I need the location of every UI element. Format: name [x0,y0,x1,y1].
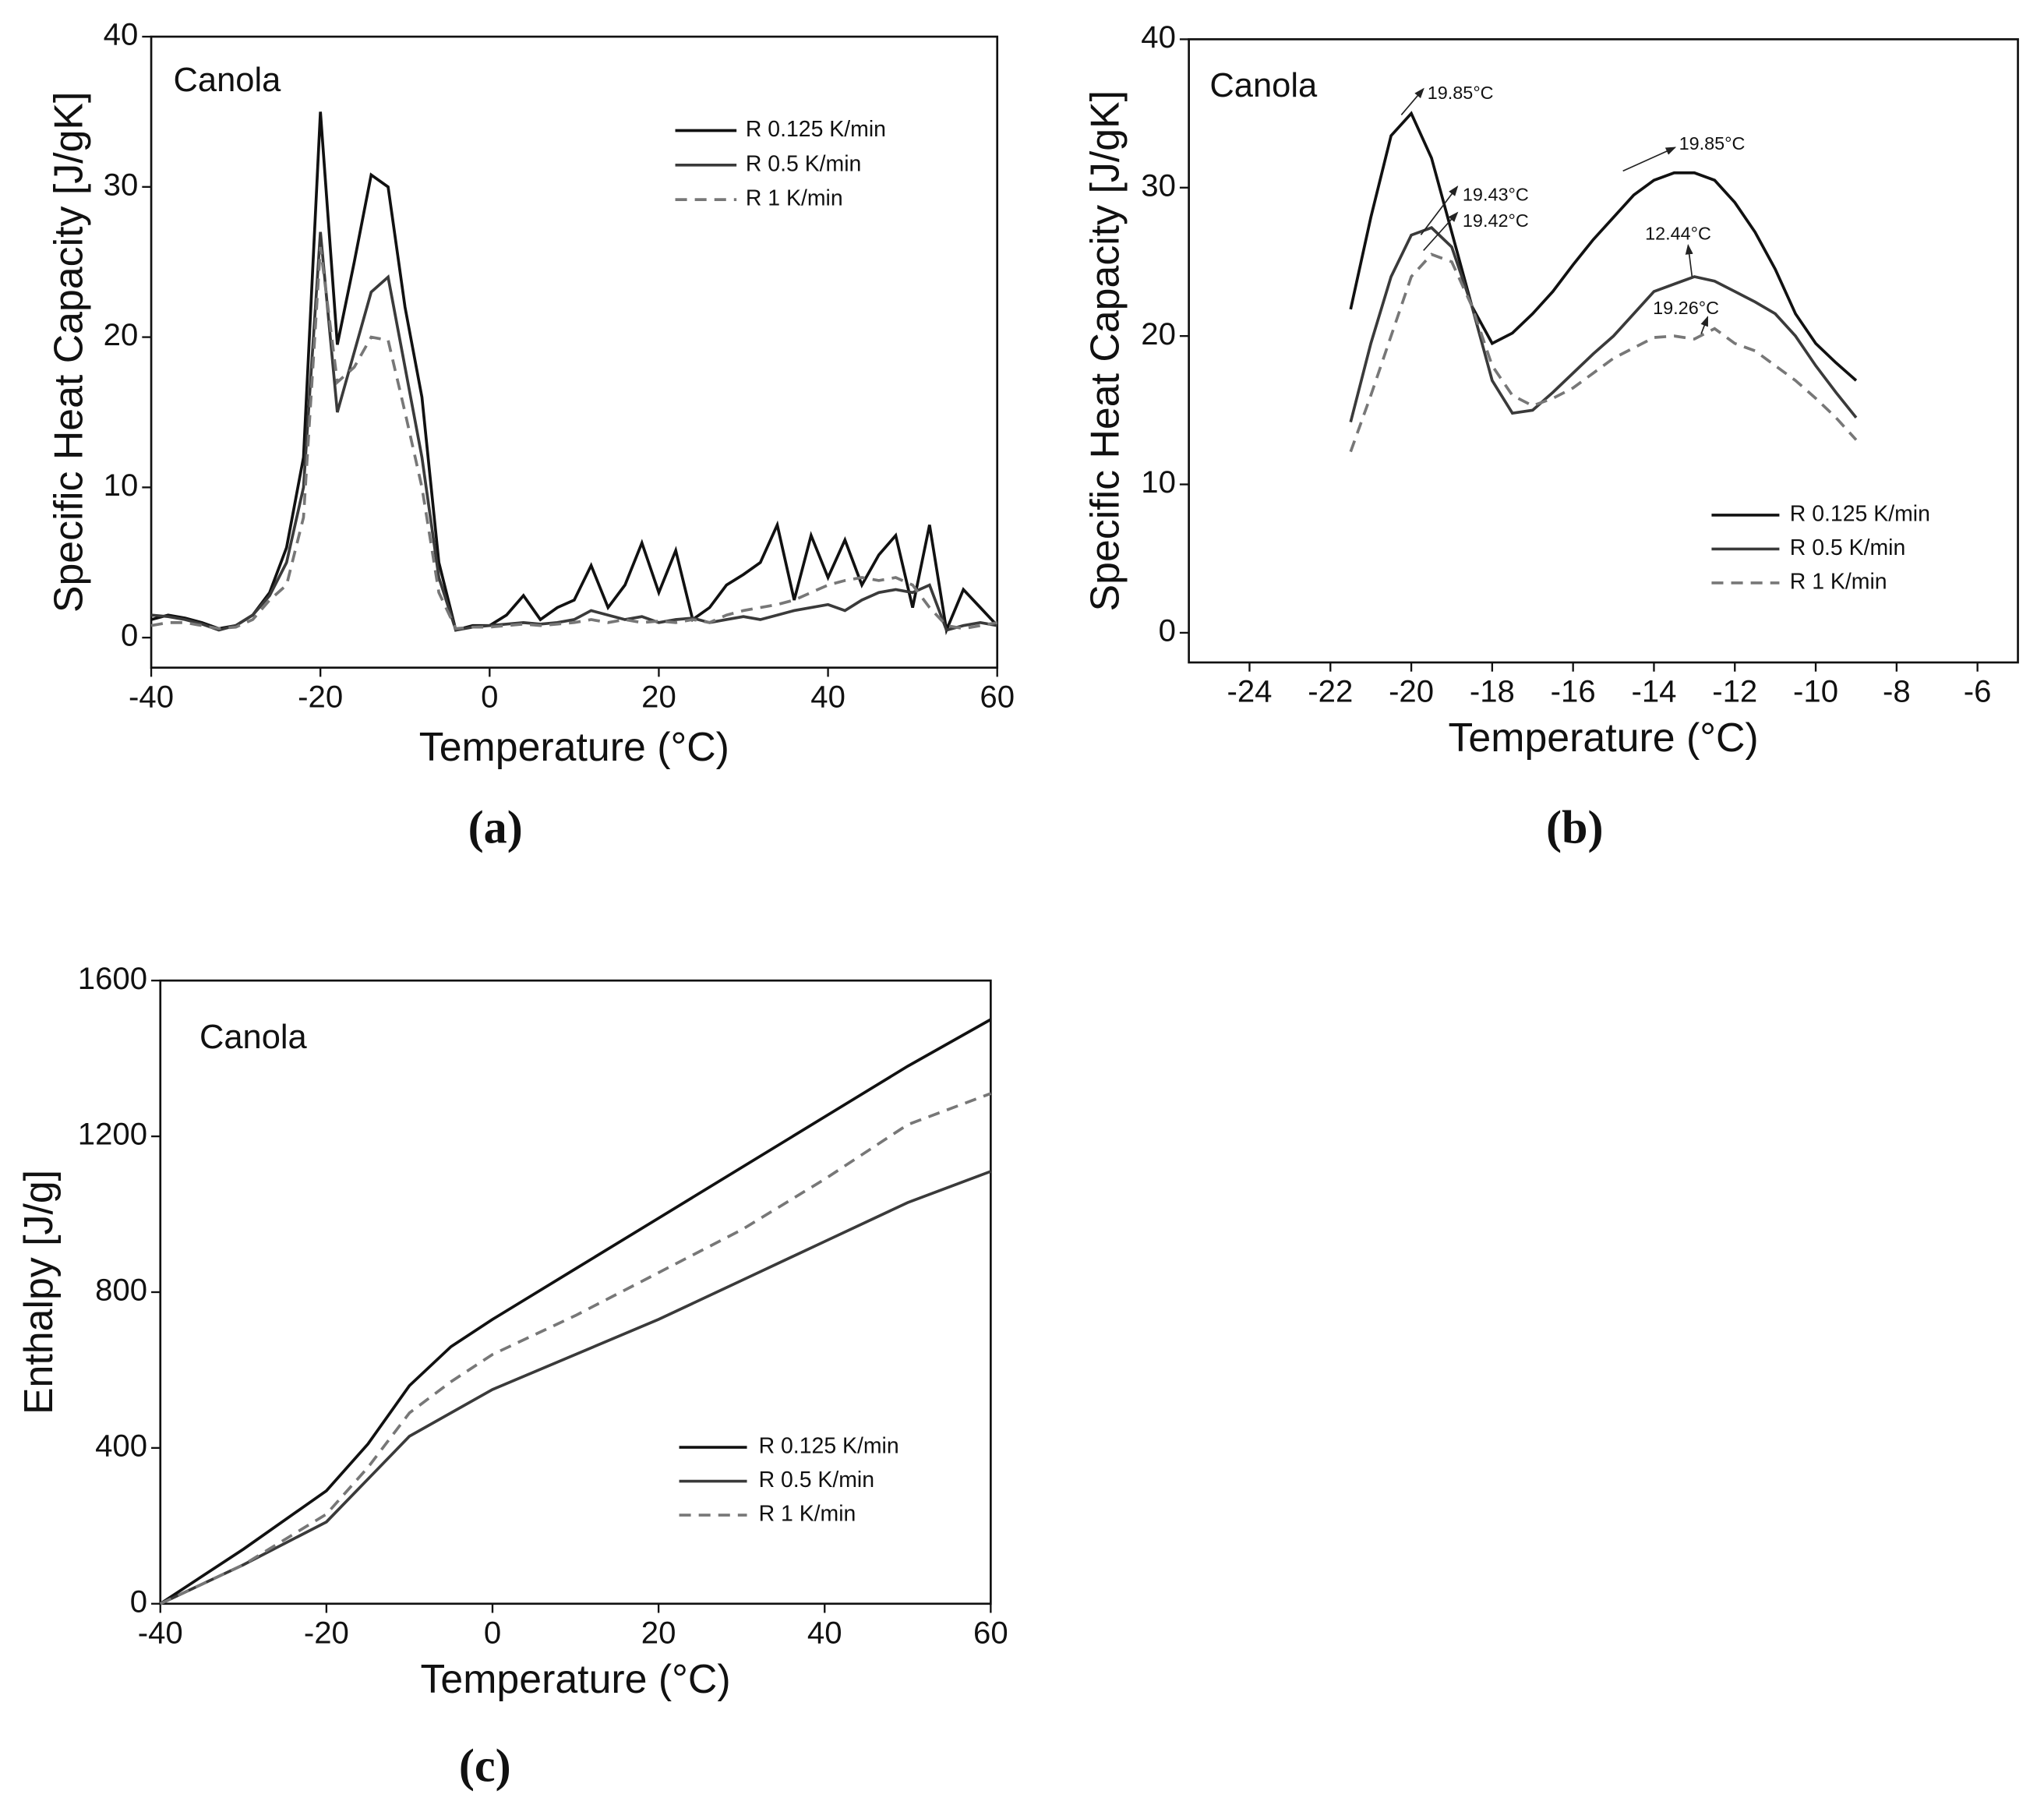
x-axis-label: Temperature (°C) [1449,715,1759,760]
y-tick-label: 400 [95,1428,147,1463]
legend-label: R 0.5 K/min [746,151,861,176]
x-tick-label: -40 [129,679,174,714]
x-tick-label: -16 [1551,674,1596,709]
legend-label: R 0.5 K/min [759,1468,874,1492]
x-tick-label: -12 [1712,674,1757,709]
x-tick-label: 40 [807,1616,842,1651]
annotation-arrow [1420,185,1459,235]
y-tick-label: 30 [1141,168,1176,203]
annotation-arrow [1685,244,1693,277]
caption: (a) [468,801,523,853]
annotation-arrow [1400,87,1424,115]
annotation: 19.26°C [1653,298,1719,318]
legend-label: R 1 K/min [1790,569,1887,594]
x-tick-label: -20 [298,679,343,714]
x-tick-label: -20 [304,1616,349,1651]
legend-label: R 1 K/min [746,186,843,211]
x-tick-label: -10 [1793,674,1838,709]
caption: (b) [1546,801,1604,853]
y-tick-label: 10 [1141,464,1176,500]
x-tick-label: -40 [138,1616,183,1651]
series-line [150,246,998,630]
panel-label: Canola [199,1019,308,1056]
x-tick-label: 20 [641,679,676,714]
annotation: 19.43°C [1463,184,1529,204]
y-tick-label: 20 [1141,316,1176,351]
y-tick-label: 800 [95,1273,147,1308]
x-tick-label: 60 [980,679,1015,714]
annotation-arrow [1622,147,1677,172]
x-axis-label: Temperature (°C) [419,724,729,769]
x-tick-label: 0 [481,679,498,714]
x-tick-label: 20 [641,1616,676,1651]
y-tick-label: 40 [104,17,139,52]
annotation: 12.44°C [1645,223,1711,243]
annotation: 19.42°C [1463,210,1529,231]
legend-label: R 0.5 K/min [1790,535,1905,560]
series-line [150,231,998,632]
series-line [150,111,999,636]
plot-frame [1188,38,2019,664]
series-line [1349,253,1858,453]
series-line [159,1018,992,1605]
y-tick-label: 0 [1159,613,1176,648]
x-tick-label: 0 [484,1616,501,1651]
y-tick-label: 40 [1141,19,1176,55]
y-tick-label: 20 [104,317,139,352]
annotation-arrow [1700,316,1709,334]
legend-label: R 0.125 K/min [746,117,886,142]
panel-label: Canola [1209,67,1318,104]
x-tick-label: -6 [1964,674,1992,709]
series-line [1349,111,1858,382]
legend-label: R 0.125 K/min [759,1434,899,1459]
x-tick-label: 40 [810,679,845,714]
annotation-arrow [1423,211,1459,251]
x-tick-label: -18 [1470,674,1515,709]
y-tick-label: 30 [104,167,139,202]
x-tick-label: -22 [1308,674,1353,709]
y-tick-label: 0 [130,1584,147,1619]
y-tick-label: 0 [121,618,138,653]
y-tick-label: 1600 [78,961,147,996]
legend-label: R 1 K/min [759,1502,856,1527]
y-axis-label: Specific Heat Capacity [J/gK] [46,92,91,613]
x-axis-label: Temperature (°C) [420,1656,730,1701]
series-line [1349,226,1858,423]
x-tick-label: -8 [1883,674,1911,709]
legend-label: R 0.125 K/min [1790,501,1930,526]
y-tick-label: 1200 [78,1117,147,1152]
series-line [159,1170,991,1605]
panel-label: Canola [173,62,281,99]
y-axis-label: Enthalpy [J/g] [16,1170,61,1415]
annotation: 19.85°C [1679,133,1746,154]
y-axis-label: Specific Heat Capacity [J/gK] [1082,90,1128,612]
series-line [159,1092,991,1605]
y-tick-label: 10 [104,468,139,503]
x-tick-label: -24 [1227,674,1272,709]
annotation: 19.85°C [1428,83,1494,103]
plot-frame [150,35,999,669]
x-tick-label: 60 [973,1616,1008,1651]
caption: (c) [459,1740,511,1793]
x-tick-label: -20 [1389,674,1434,709]
x-tick-label: -14 [1631,674,1676,709]
plot-frame [159,979,992,1605]
